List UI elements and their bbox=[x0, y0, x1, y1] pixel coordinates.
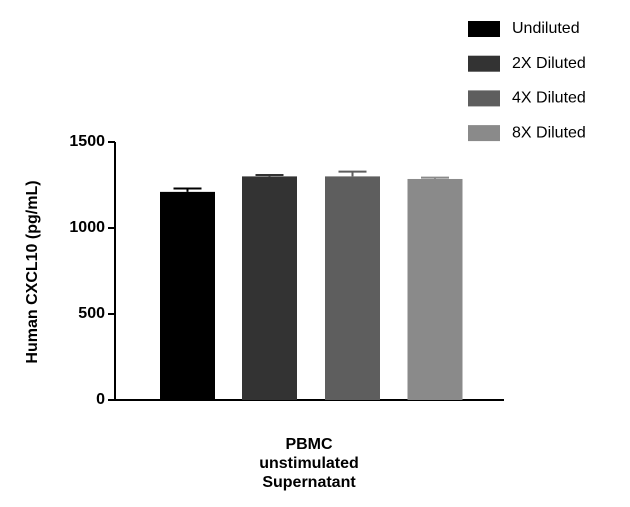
legend-swatch bbox=[468, 55, 500, 72]
legend-label: 8X Diluted bbox=[512, 124, 586, 141]
legend-label: 2X Diluted bbox=[512, 55, 586, 72]
category-label: PBMC unstimulated Supernatant bbox=[259, 436, 359, 491]
error-bar bbox=[421, 176, 449, 179]
bar bbox=[407, 178, 463, 400]
y-tick-label: 0 bbox=[96, 391, 105, 408]
y-tick-label: 1000 bbox=[69, 219, 105, 236]
bar bbox=[325, 176, 380, 400]
legend-label: 4X Diluted bbox=[512, 90, 586, 107]
error-bar bbox=[338, 170, 367, 177]
error-bar bbox=[173, 187, 202, 192]
y-axis-label: Human CXCL10 (pg/mL) bbox=[24, 180, 41, 363]
y-tick-label: 500 bbox=[78, 305, 105, 322]
bar bbox=[242, 176, 297, 400]
legend-label: Undiluted bbox=[512, 20, 580, 37]
legend-swatch bbox=[468, 90, 500, 107]
error-bar bbox=[255, 174, 284, 177]
y-tick-label: 1500 bbox=[69, 133, 105, 150]
bar bbox=[160, 191, 215, 400]
legend-swatch bbox=[468, 125, 500, 142]
legend-swatch bbox=[468, 21, 500, 37]
